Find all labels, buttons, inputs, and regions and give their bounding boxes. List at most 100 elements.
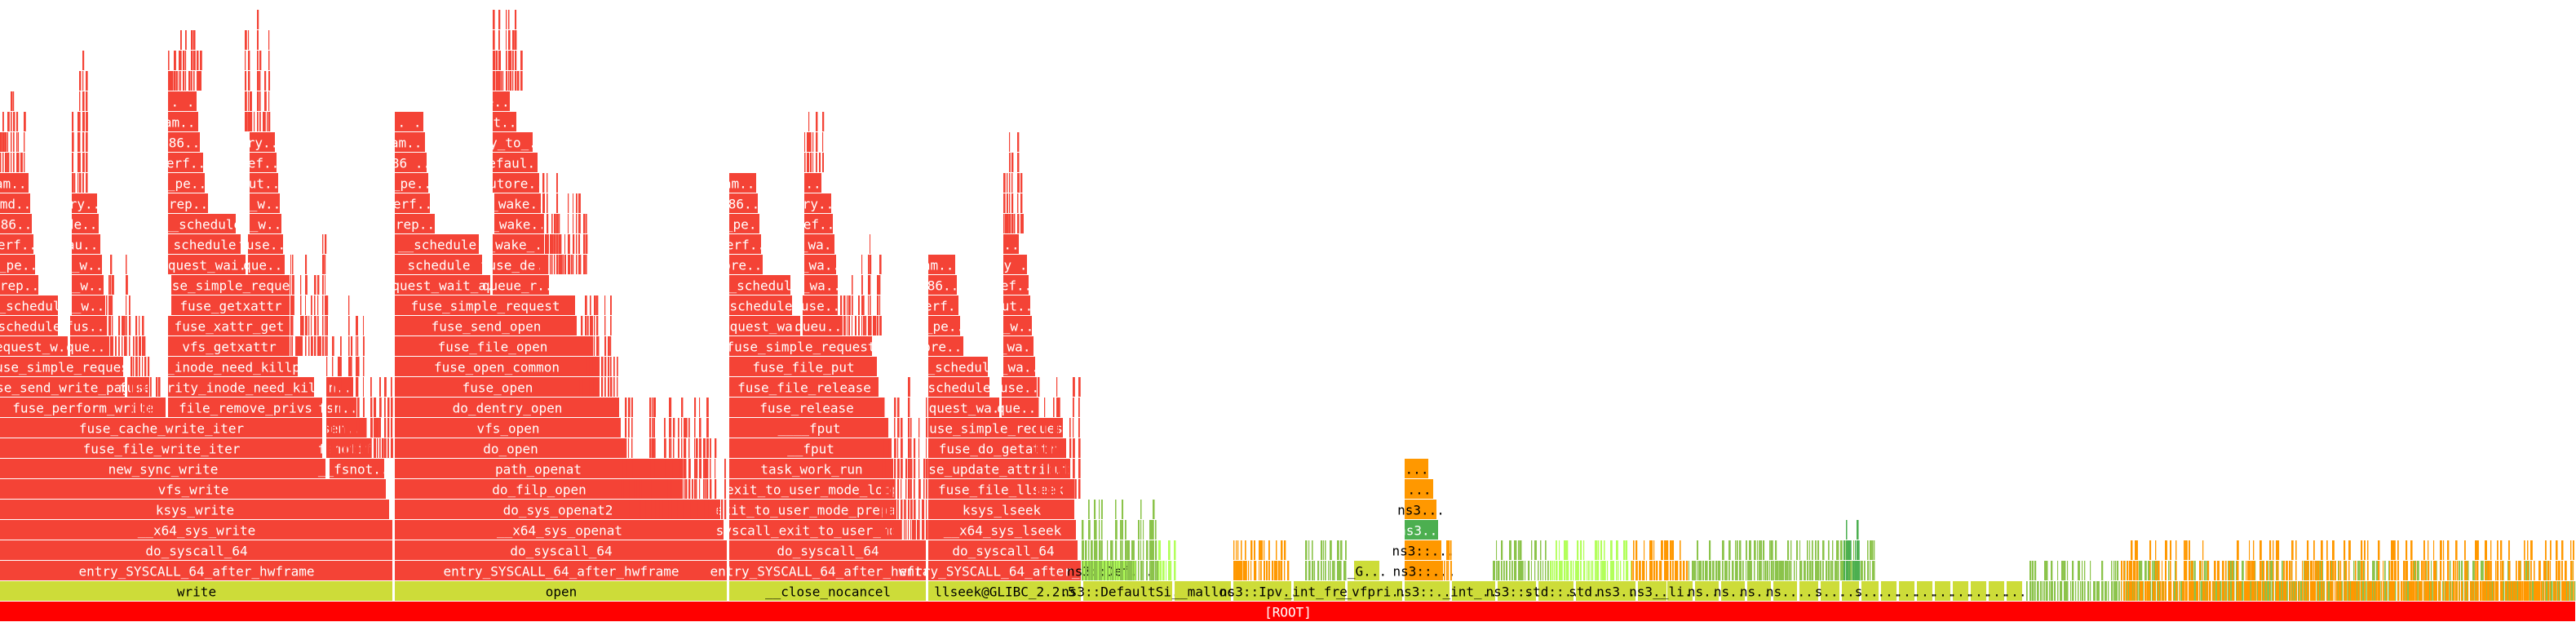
frame-sliver[interactable] [2490,540,2492,560]
frame-sliver[interactable] [1769,540,1771,560]
frame-sliver[interactable] [498,30,500,50]
frame-sliver[interactable] [855,316,856,335]
frame-sliver[interactable] [1639,561,1641,580]
frame-sliver[interactable] [1757,540,1759,560]
frame-sliver[interactable] [622,500,624,519]
frame-sliver[interactable] [1287,561,1290,580]
frame-sliver[interactable] [2335,561,2336,580]
frame-bar[interactable] [928,398,999,417]
frame-sliver[interactable] [1162,561,1165,580]
frame-sliver[interactable] [581,336,583,356]
frame-sliver[interactable] [2464,561,2467,580]
frame-sliver[interactable] [649,500,652,519]
frame-sliver[interactable] [250,112,252,131]
frame-sliver[interactable] [2491,581,2494,601]
frame-sliver[interactable] [2315,561,2317,580]
frame-sliver[interactable] [684,418,686,438]
frame-sliver[interactable] [2054,581,2056,601]
frame-bar[interactable] [168,357,298,376]
frame-sliver[interactable] [370,418,373,438]
frame-sliver[interactable] [2532,581,2534,601]
frame-sliver[interactable] [669,500,671,519]
frame-sliver[interactable] [86,91,88,111]
frame-sliver[interactable] [357,357,360,376]
frame-sliver[interactable] [348,316,350,335]
frame-sliver[interactable] [2093,581,2096,601]
frame-bar[interactable] [168,234,241,254]
frame-sliver[interactable] [2388,561,2390,580]
frame-sliver[interactable] [2518,581,2521,601]
frame-sliver[interactable] [79,112,81,131]
frame-sliver[interactable] [2574,581,2576,601]
frame-sliver[interactable] [918,459,920,478]
frame-sliver[interactable] [2425,561,2427,580]
frame-sliver[interactable] [375,418,378,438]
frame-sliver[interactable] [1670,561,1671,580]
frame-sliver[interactable] [1328,561,1330,580]
frame-sliver[interactable] [2561,561,2563,580]
frame-sliver[interactable] [1686,561,1689,580]
frame-sliver[interactable] [2428,561,2430,580]
frame-bar[interactable] [493,275,549,295]
frame-sliver[interactable] [1003,173,1006,193]
frame-sliver[interactable] [1812,540,1813,560]
frame-sliver[interactable] [1078,459,1081,478]
frame-sliver[interactable] [1680,561,1682,580]
frame-sliver[interactable] [1496,561,1498,580]
frame-sliver[interactable] [268,91,270,111]
frame-sliver[interactable] [1807,561,1809,580]
frame-sliver[interactable] [2435,561,2437,580]
frame-bar[interactable] [168,316,290,335]
frame-sliver[interactable] [2547,581,2550,601]
frame-sliver[interactable] [585,377,587,397]
frame-sliver[interactable] [1281,540,1283,560]
frame-sliver[interactable] [2184,540,2185,560]
frame-sliver[interactable] [2386,581,2388,601]
frame-sliver[interactable] [2391,540,2393,560]
frame-bar[interactable] [72,295,105,315]
frame-sliver[interactable] [877,316,879,335]
frame-bar[interactable] [171,275,290,295]
frame-sliver[interactable] [86,112,88,131]
frame-sliver[interactable] [300,295,302,315]
frame-sliver[interactable] [2117,581,2118,601]
frame-sliver[interactable] [245,112,247,131]
frame-sliver[interactable] [174,51,176,70]
frame-bar[interactable] [1899,581,1914,601]
frame-sliver[interactable] [1712,561,1715,580]
frame-sliver[interactable] [2084,581,2086,601]
frame-sliver[interactable] [133,398,135,417]
frame-sliver[interactable] [348,377,351,397]
frame-sliver[interactable] [613,377,615,397]
frame-sliver[interactable] [2353,561,2355,580]
frame-sliver[interactable] [2170,540,2172,560]
frame-sliver[interactable] [1088,540,1090,560]
frame-sliver[interactable] [1600,540,1603,560]
frame-sliver[interactable] [2300,581,2303,601]
frame-sliver[interactable] [870,295,871,315]
frame-sliver[interactable] [1864,561,1866,580]
frame-sliver[interactable] [1799,561,1802,580]
frame-sliver[interactable] [1610,540,1613,560]
frame-sliver[interactable] [7,132,9,152]
frame-sliver[interactable] [554,255,555,274]
frame-sliver[interactable] [583,234,586,254]
frame-bar[interactable] [729,398,883,417]
frame-sliver[interactable] [2136,561,2139,580]
frame-sliver[interactable] [133,357,135,376]
frame-bar[interactable] [729,357,877,376]
frame-bar[interactable] [1405,479,1433,499]
frame-bar[interactable] [928,561,1081,580]
frame-bar[interactable] [171,295,290,315]
frame-sliver[interactable] [340,418,343,438]
frame-sliver[interactable] [1790,561,1792,580]
frame-sliver[interactable] [879,316,882,335]
frame-sliver[interactable] [353,438,356,458]
frame-sliver[interactable] [881,520,883,540]
frame-sliver[interactable] [2559,581,2561,601]
frame-sliver[interactable] [2237,561,2239,580]
frame-sliver[interactable] [263,112,265,131]
frame-sliver[interactable] [1506,561,1508,580]
frame-sliver[interactable] [2262,581,2264,601]
frame-sliver[interactable] [628,500,630,519]
